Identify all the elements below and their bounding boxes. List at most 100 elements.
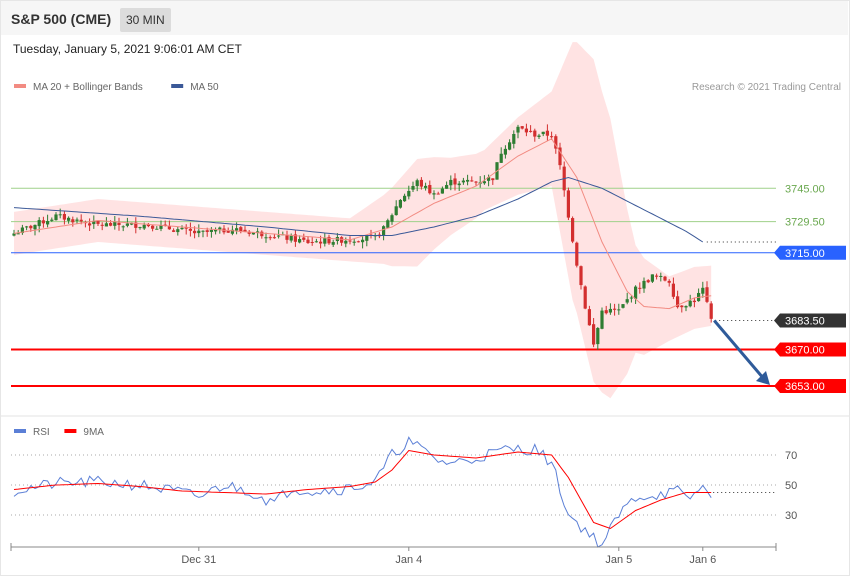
candle-body [642,280,646,289]
candle-body [663,276,667,281]
candle-body [634,286,638,299]
timeframe-button[interactable]: 30 MIN [120,8,171,32]
candle-body [41,220,45,224]
candle-body [151,225,155,229]
candle-body [445,185,449,189]
candle-body [579,266,583,286]
level-label-2: 3715.00 [785,248,825,260]
candle-body [33,224,37,230]
x-tick-label-1: Jan 4 [395,554,422,566]
candle-body [583,286,587,309]
candle-body [12,233,16,236]
level-tag-5 [774,379,846,394]
rsi-legend-swatch-1 [64,429,77,433]
candle-body [176,229,180,233]
level-label-3: 3683.50 [785,315,825,327]
rsi-level-label-2: 30 [785,510,797,522]
candle-body [46,221,50,225]
candle-body [537,135,541,137]
candle-body [436,193,440,195]
candle-body [348,240,352,242]
legend-label-1: MA 50 [190,82,219,93]
candle-body [205,230,209,232]
candle-body [361,239,365,243]
candle-body [550,136,554,138]
candle-body [424,185,428,188]
candle-body [314,241,318,243]
candle-body [411,185,415,190]
candle-body [650,274,654,282]
candle-body [260,231,264,237]
candle-body [554,136,558,149]
candle-body [117,222,121,225]
candle-body [340,237,344,243]
candle-body [524,128,528,133]
candle-body [327,236,331,244]
candle-body [600,310,604,329]
candle-body [310,242,314,244]
candle-body [587,309,591,326]
candle-body [474,181,478,183]
candle-body [604,310,608,314]
level-label-0: 3745.00 [785,183,825,195]
candle-body [146,223,150,227]
candle-body [251,232,255,235]
x-tick-label-0: Dec 31 [181,554,216,566]
candle-body [352,241,356,243]
copyright-note: Research © 2021 Trading Central [692,82,841,93]
candle-body [608,308,612,313]
candle-body [688,300,692,307]
timestamp: Tuesday, January 5, 2021 9:06:01 AM CET [13,42,242,56]
candle-body [621,304,625,308]
candle-body [134,222,138,228]
candle-body [692,300,696,303]
candle-body [701,287,705,294]
candle-body [20,227,24,234]
candle-body [419,179,423,187]
candle-body [571,218,575,242]
legend-label-0: MA 20 + Bollinger Bands [33,82,143,93]
candle-body [277,235,281,237]
forecast-arrow-head [756,371,770,386]
candle-body [100,224,104,226]
candle-body [163,224,167,226]
candle-body [188,228,192,231]
widget-header: S&P 500 (CME) 30 MIN [1,1,848,35]
candle-body [293,234,297,242]
candle-body [218,227,222,230]
rsi-legend-label-0: RSI [33,427,50,438]
candle-body [67,217,71,221]
candle-body [512,133,516,144]
candle-body [256,231,260,233]
candle-body [138,227,142,229]
ma50-line [13,176,704,243]
candle-body [109,222,113,226]
candle-body [684,306,688,308]
candle-body [167,226,171,230]
candle-body [491,178,495,181]
candle-body [54,214,58,221]
candle-body [461,180,465,183]
candle-body [592,324,596,345]
candle-body [319,241,323,244]
bollinger-band [14,42,712,399]
candle-body [655,275,659,277]
candle-body [529,130,533,132]
candle-body [533,130,537,137]
candle-body [659,275,663,277]
candle-body [29,225,33,229]
candle-body [466,179,470,182]
candle-body [596,327,600,345]
candle-body [226,230,230,233]
candle-body [209,229,213,232]
candle-body [155,228,159,230]
candle-body [625,299,629,303]
candle-body [432,193,436,195]
candle-body [285,235,289,240]
candle-body [75,219,79,221]
candle-body [243,229,247,232]
rsi-level-label-1: 50 [785,480,797,492]
candle-body [193,230,197,234]
candle-body [331,242,335,245]
rsi-line [13,436,712,548]
